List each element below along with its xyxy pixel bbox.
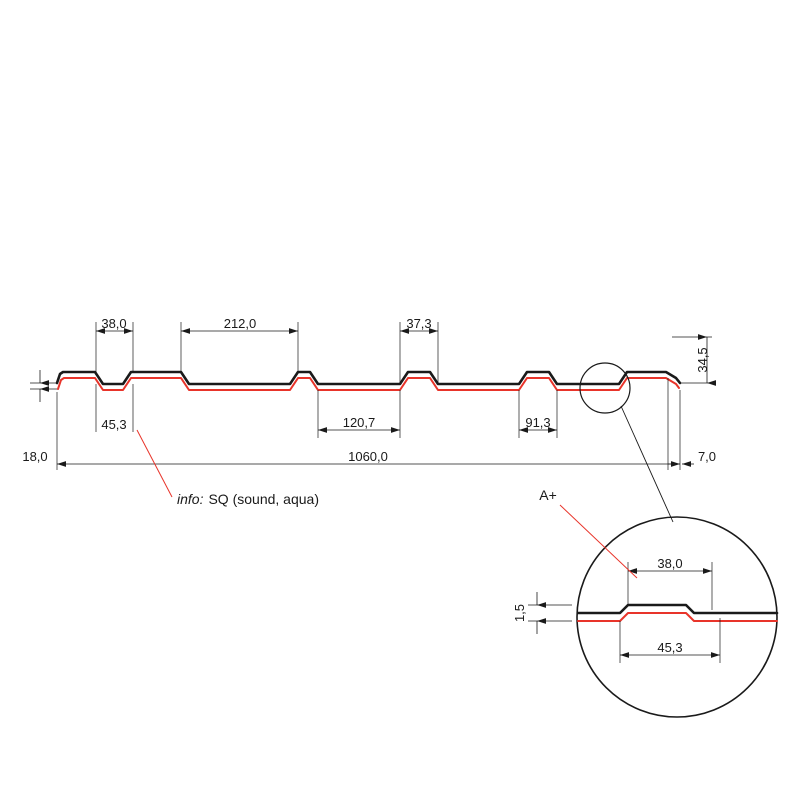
extension-lines (30, 322, 712, 470)
callout-label: A+ (539, 487, 557, 503)
info-label: info: SQ (sound, aqua) (177, 491, 319, 507)
dim-total-width: 1060,0 (348, 449, 388, 464)
info-label-prefix: info: (177, 491, 204, 507)
detail-extension-lines (528, 562, 721, 663)
detail-dim-thickness: 1,5 (512, 604, 527, 622)
dim-bottom-right: 91,3 (525, 415, 550, 430)
detail-marker-circle (579, 362, 631, 414)
dim-top-rib: 37,3 (406, 316, 431, 331)
dim-left-height: 18,0 (22, 449, 47, 464)
profile-outline-black (55, 370, 682, 386)
detail-dimension-lines (536, 568, 720, 658)
dim-top-pitch: 212,0 (224, 316, 257, 331)
detail-inner-line-red (577, 612, 778, 622)
info-leader-line (136, 429, 173, 498)
detail-leader-line (620, 405, 674, 523)
detail-dim-bottom-width: 45,3 (657, 640, 682, 655)
info-label-text: SQ (sound, aqua) (208, 491, 319, 507)
profile-inner-line-red (57, 377, 680, 391)
callout-leader-line (559, 504, 638, 579)
dim-left-offset: 45,3 (101, 417, 126, 432)
dim-top-left-width: 38,0 (101, 316, 126, 331)
detail-outline-black (576, 603, 779, 615)
dim-right-edge: 7,0 (698, 449, 716, 464)
detail-enlarged-circle (576, 516, 778, 718)
dimension-lines (39, 328, 716, 467)
dim-right-height: 34,5 (695, 347, 710, 372)
detail-dim-top-width: 38,0 (657, 556, 682, 571)
dim-bottom-mid: 120,7 (343, 415, 376, 430)
